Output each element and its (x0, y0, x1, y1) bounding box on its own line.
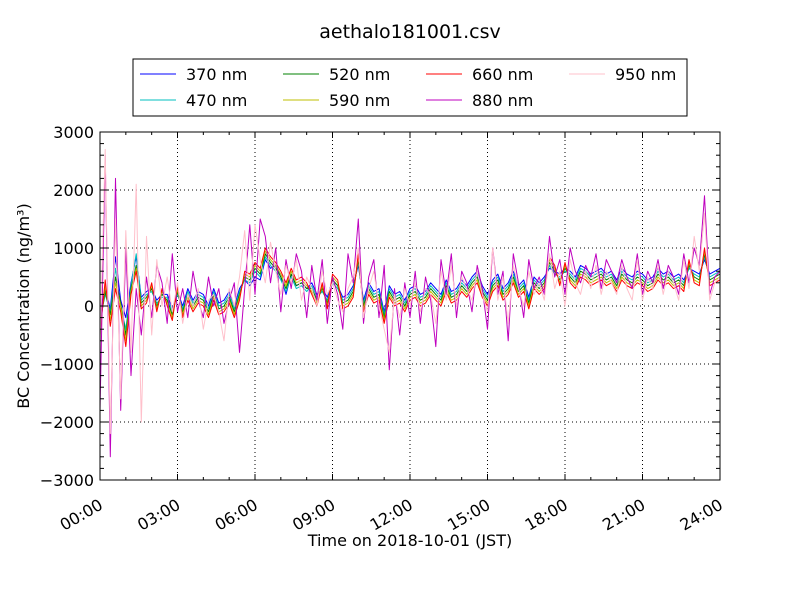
legend-label: 880 nm (472, 91, 533, 110)
x-tick-label: 24:00 (677, 495, 726, 535)
y-tick-label: −1000 (40, 355, 94, 374)
y-tick-label: 3000 (53, 123, 94, 142)
series-line-370-nm (100, 256, 720, 319)
y-tick-label: −2000 (40, 413, 94, 432)
chart-title: aethalo181001.csv (319, 21, 501, 43)
series-layer (100, 148, 720, 458)
legend-box (132, 58, 688, 117)
legend-label: 370 nm (186, 65, 247, 84)
y-tick-labels: 3000 2000 1000 0 −1000 −2000 −3000 (40, 123, 94, 490)
legend-label: 520 nm (329, 65, 390, 84)
legend-label: 590 nm (329, 91, 390, 110)
series-line-590-nm (100, 250, 720, 342)
x-tick-label: 03:00 (134, 495, 183, 535)
series-line-880-nm (100, 154, 720, 458)
y-tick-label: 1000 (53, 239, 94, 258)
series-line-660-nm (100, 247, 720, 348)
x-tick-label: 18:00 (522, 495, 571, 535)
legend-label: 660 nm (472, 65, 533, 84)
x-tick-label: 00:00 (57, 495, 106, 535)
y-tick-label: 2000 (53, 181, 94, 200)
y-axis-label: BC Concentration (ng/m³) (14, 203, 33, 408)
grid (100, 132, 720, 480)
series-line-520-nm (100, 253, 720, 336)
x-tick-label: 12:00 (367, 495, 416, 535)
x-tick-label: 09:00 (289, 495, 338, 535)
legend: 370 nm 470 nm 520 nm 590 nm 660 nm 880 nm 950 … (132, 58, 688, 117)
x-tick-label: 21:00 (599, 495, 648, 535)
x-tick-label: 06:00 (212, 495, 261, 535)
x-axis-label: Time on 2018-10-01 (JST) (307, 531, 512, 550)
ticks (99, 131, 721, 481)
series-line-950-nm (100, 148, 720, 435)
legend-label: 950 nm (615, 65, 676, 84)
x-tick-labels: 00:00 03:00 06:00 09:00 12:00 15:00 18:00 21:00… (57, 495, 726, 535)
legend-label: 470 nm (186, 91, 247, 110)
y-tick-label: −3000 (40, 471, 94, 490)
x-tick-label: 15:00 (444, 495, 493, 535)
y-tick-label: 0 (84, 297, 94, 316)
